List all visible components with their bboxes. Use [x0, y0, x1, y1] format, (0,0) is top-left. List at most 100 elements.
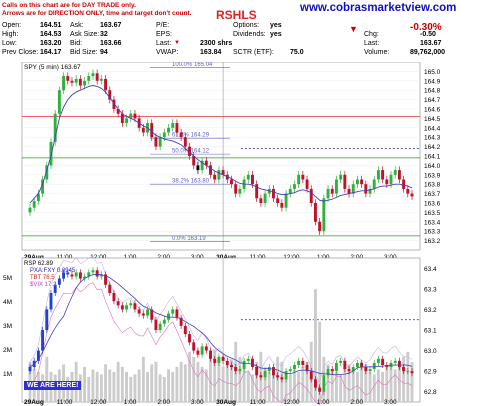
volume-bar [146, 371, 149, 402]
volume-bar [272, 369, 275, 402]
volume-bar [217, 361, 221, 402]
volume-bar [376, 369, 380, 402]
candle-body [263, 193, 267, 203]
y-tick-label: 164.7 [424, 97, 441, 104]
volume-bar [343, 366, 347, 402]
volume-bar [192, 356, 196, 402]
stat-label: SCTR (ETF): [233, 49, 274, 56]
candle-body [49, 141, 53, 166]
candle-body [213, 358, 217, 363]
candle-body [301, 360, 305, 365]
candle-body [192, 156, 196, 166]
y-tick-label: 62.8 [424, 389, 437, 396]
y-tick-label: 163.9 [424, 172, 441, 179]
candle-body [74, 78, 78, 83]
candle-body [45, 309, 49, 330]
candle-body [347, 188, 351, 194]
volume-bar [204, 369, 208, 402]
we-are-here-badge: WE ARE HERE! [24, 381, 82, 390]
volume-bar [406, 351, 410, 402]
volume-bar [167, 369, 170, 402]
y-tick-label: 163.3 [424, 229, 441, 236]
candle-body [347, 369, 351, 372]
candle-body [45, 165, 49, 180]
candle-body [246, 358, 250, 361]
volume-bar [284, 371, 288, 402]
price-chart: 165.0 164.9 164.8 164.7 164.6 164.5 164.4 164.3… [3, 62, 441, 406]
candle-body [251, 174, 254, 185]
candle-body [255, 367, 259, 376]
candle-body [238, 188, 242, 194]
candle-body [62, 272, 66, 279]
volume-bar [368, 371, 372, 402]
candle-body [217, 170, 221, 180]
candle-body [116, 109, 120, 114]
candle-body [238, 369, 242, 372]
candle-body [368, 369, 372, 372]
volume-bar [313, 289, 317, 402]
candle-body [120, 305, 124, 310]
volume-bar [230, 359, 233, 402]
y-tick-label: 163.5 [424, 210, 441, 217]
candle-body [276, 375, 280, 378]
candle-body [339, 174, 343, 180]
candle-body [66, 272, 70, 275]
candle-body [326, 369, 330, 376]
x-tick-label: 11:00 [250, 254, 266, 261]
volume-bar [305, 361, 309, 402]
candle-body [95, 73, 99, 81]
volume-bar [108, 369, 112, 402]
stat-label: Options: [233, 22, 260, 29]
candle-body [154, 137, 158, 147]
main-legend: SPY (5 min) 163.67 [24, 64, 81, 71]
volume-bar [141, 356, 145, 402]
volume-bar [251, 374, 254, 402]
candle-body [263, 371, 267, 378]
volume-bar [293, 369, 296, 402]
candle-body [129, 303, 133, 306]
stat-value: 75.0 [290, 49, 304, 56]
x-tick-label: 3:00 [191, 254, 204, 261]
candle-body [330, 188, 334, 194]
candle-body [397, 170, 401, 180]
candle-body [326, 188, 330, 199]
candle-body [150, 123, 154, 138]
candle-body [381, 358, 385, 365]
volume-bar [263, 366, 267, 402]
candle-body [318, 387, 322, 392]
y-tick-label: 164.1 [424, 154, 441, 161]
y-tick-label: 63.3 [424, 286, 437, 293]
candle-body [389, 174, 393, 185]
x-tick-label: 29Aug [24, 399, 44, 406]
candle-body [305, 364, 309, 372]
volume-bar [381, 371, 385, 402]
stat-label: Dividends: [233, 31, 266, 38]
candle-body [318, 221, 322, 232]
y-tick-label: 63.2 [424, 307, 437, 314]
stat-label: Ask Size: [70, 31, 100, 38]
candle-body [49, 292, 53, 310]
stat-label: EPS: [156, 31, 172, 38]
volume-bar [393, 369, 397, 402]
candle-body [62, 76, 66, 91]
lower-legend: RSP 62.89 [24, 261, 54, 267]
y-tick-label: 164.9 [424, 78, 441, 85]
lower-legend: $VIX 17.2 [30, 282, 57, 288]
vix-overlay-line [29, 282, 413, 406]
site-url[interactable]: www.cobrasmarketview.com [300, 2, 457, 14]
stat-value: 163.66 [100, 40, 122, 47]
candle-body [393, 170, 397, 175]
x-tick-label: 3:00 [384, 254, 397, 261]
candle-body [99, 274, 103, 277]
candle-body [364, 367, 368, 372]
fib-label: 0.0% 163.19 [172, 236, 206, 242]
candle-body [355, 362, 359, 368]
candle-body [267, 188, 271, 194]
volume-bar [318, 321, 322, 402]
candle-body [57, 278, 61, 285]
volume-tick-label: 1M [3, 371, 12, 378]
stat-label: Volume: [364, 49, 390, 56]
stat-value: 2300 shrs [200, 40, 233, 47]
candle-body [83, 80, 87, 86]
candle-body [309, 371, 313, 380]
